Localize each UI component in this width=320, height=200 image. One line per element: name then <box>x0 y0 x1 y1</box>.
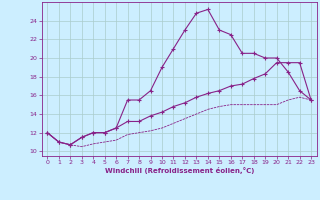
X-axis label: Windchill (Refroidissement éolien,°C): Windchill (Refroidissement éolien,°C) <box>105 167 254 174</box>
